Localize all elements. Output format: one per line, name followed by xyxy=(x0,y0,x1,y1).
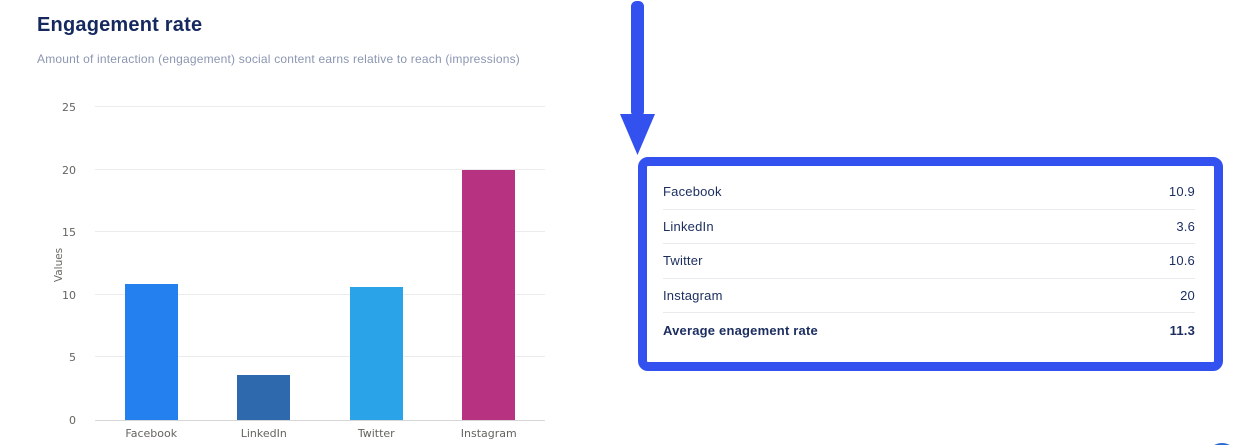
row-value: 10.9 xyxy=(1168,184,1195,200)
y-tick-0: 0 xyxy=(69,414,76,427)
y-tick-15: 15 xyxy=(62,226,76,240)
table-row: Average enagement rate 11.3 xyxy=(663,313,1195,348)
y-tick-25: 25 xyxy=(62,101,76,114)
table-row: Instagram 20 xyxy=(663,279,1195,314)
plot-area xyxy=(95,106,545,421)
x-label-facebook: Facebook xyxy=(125,427,178,440)
gridline-5 xyxy=(95,356,545,358)
row-label: Average enagement rate xyxy=(663,323,818,339)
down-arrow-annotation xyxy=(620,1,655,155)
bar-facebook xyxy=(124,283,178,420)
y-tick-10: 10 xyxy=(62,288,76,302)
row-label: Instagram xyxy=(663,288,723,304)
row-value: 11.3 xyxy=(1169,323,1195,339)
row-value: 20 xyxy=(1180,288,1195,304)
row-label: LinkedIn xyxy=(663,218,714,234)
table-row: Twitter 10.6 xyxy=(663,244,1195,279)
summary-table: Facebook 10.9 LinkedIn 3.6 Twitter 10.6 Instag… xyxy=(638,157,1223,371)
page-title: Engagement rate xyxy=(37,14,203,36)
arrow-shaft xyxy=(631,1,644,117)
gridline-20 xyxy=(95,168,545,170)
x-label-instagram: Instagram xyxy=(460,427,517,440)
chat-widget-button[interactable] xyxy=(1206,443,1238,445)
y-tick-5: 5 xyxy=(69,351,76,365)
row-label: Twitter xyxy=(663,253,703,269)
y-tick-20: 20 xyxy=(62,163,76,177)
engagement-bar-chart: Values 0 5 10 15 20 25 Facebook LinkedIn Twitte… xyxy=(0,0,620,445)
bar-twitter xyxy=(349,287,403,420)
bar-instagram xyxy=(462,169,516,420)
row-label: Facebook xyxy=(663,184,722,200)
table-row: LinkedIn 3.6 xyxy=(663,210,1195,245)
arrow-head xyxy=(620,114,655,155)
x-label-linkedin: LinkedIn xyxy=(240,427,287,440)
gridline-10 xyxy=(95,293,545,295)
x-axis-labels: Facebook LinkedIn Twitter Instagram xyxy=(95,427,545,443)
gridline-15 xyxy=(95,231,545,233)
table-row: Facebook 10.9 xyxy=(663,175,1195,210)
y-axis-ticks: 0 5 10 15 20 25 xyxy=(34,101,76,427)
row-value: 10.6 xyxy=(1168,253,1195,269)
page-subtitle: Amount of interaction (engagement) socia… xyxy=(37,52,520,66)
row-value: 3.6 xyxy=(1176,218,1195,234)
x-label-twitter: Twitter xyxy=(357,427,395,440)
bar-linkedin xyxy=(237,374,291,420)
gridline-25 xyxy=(95,106,545,107)
